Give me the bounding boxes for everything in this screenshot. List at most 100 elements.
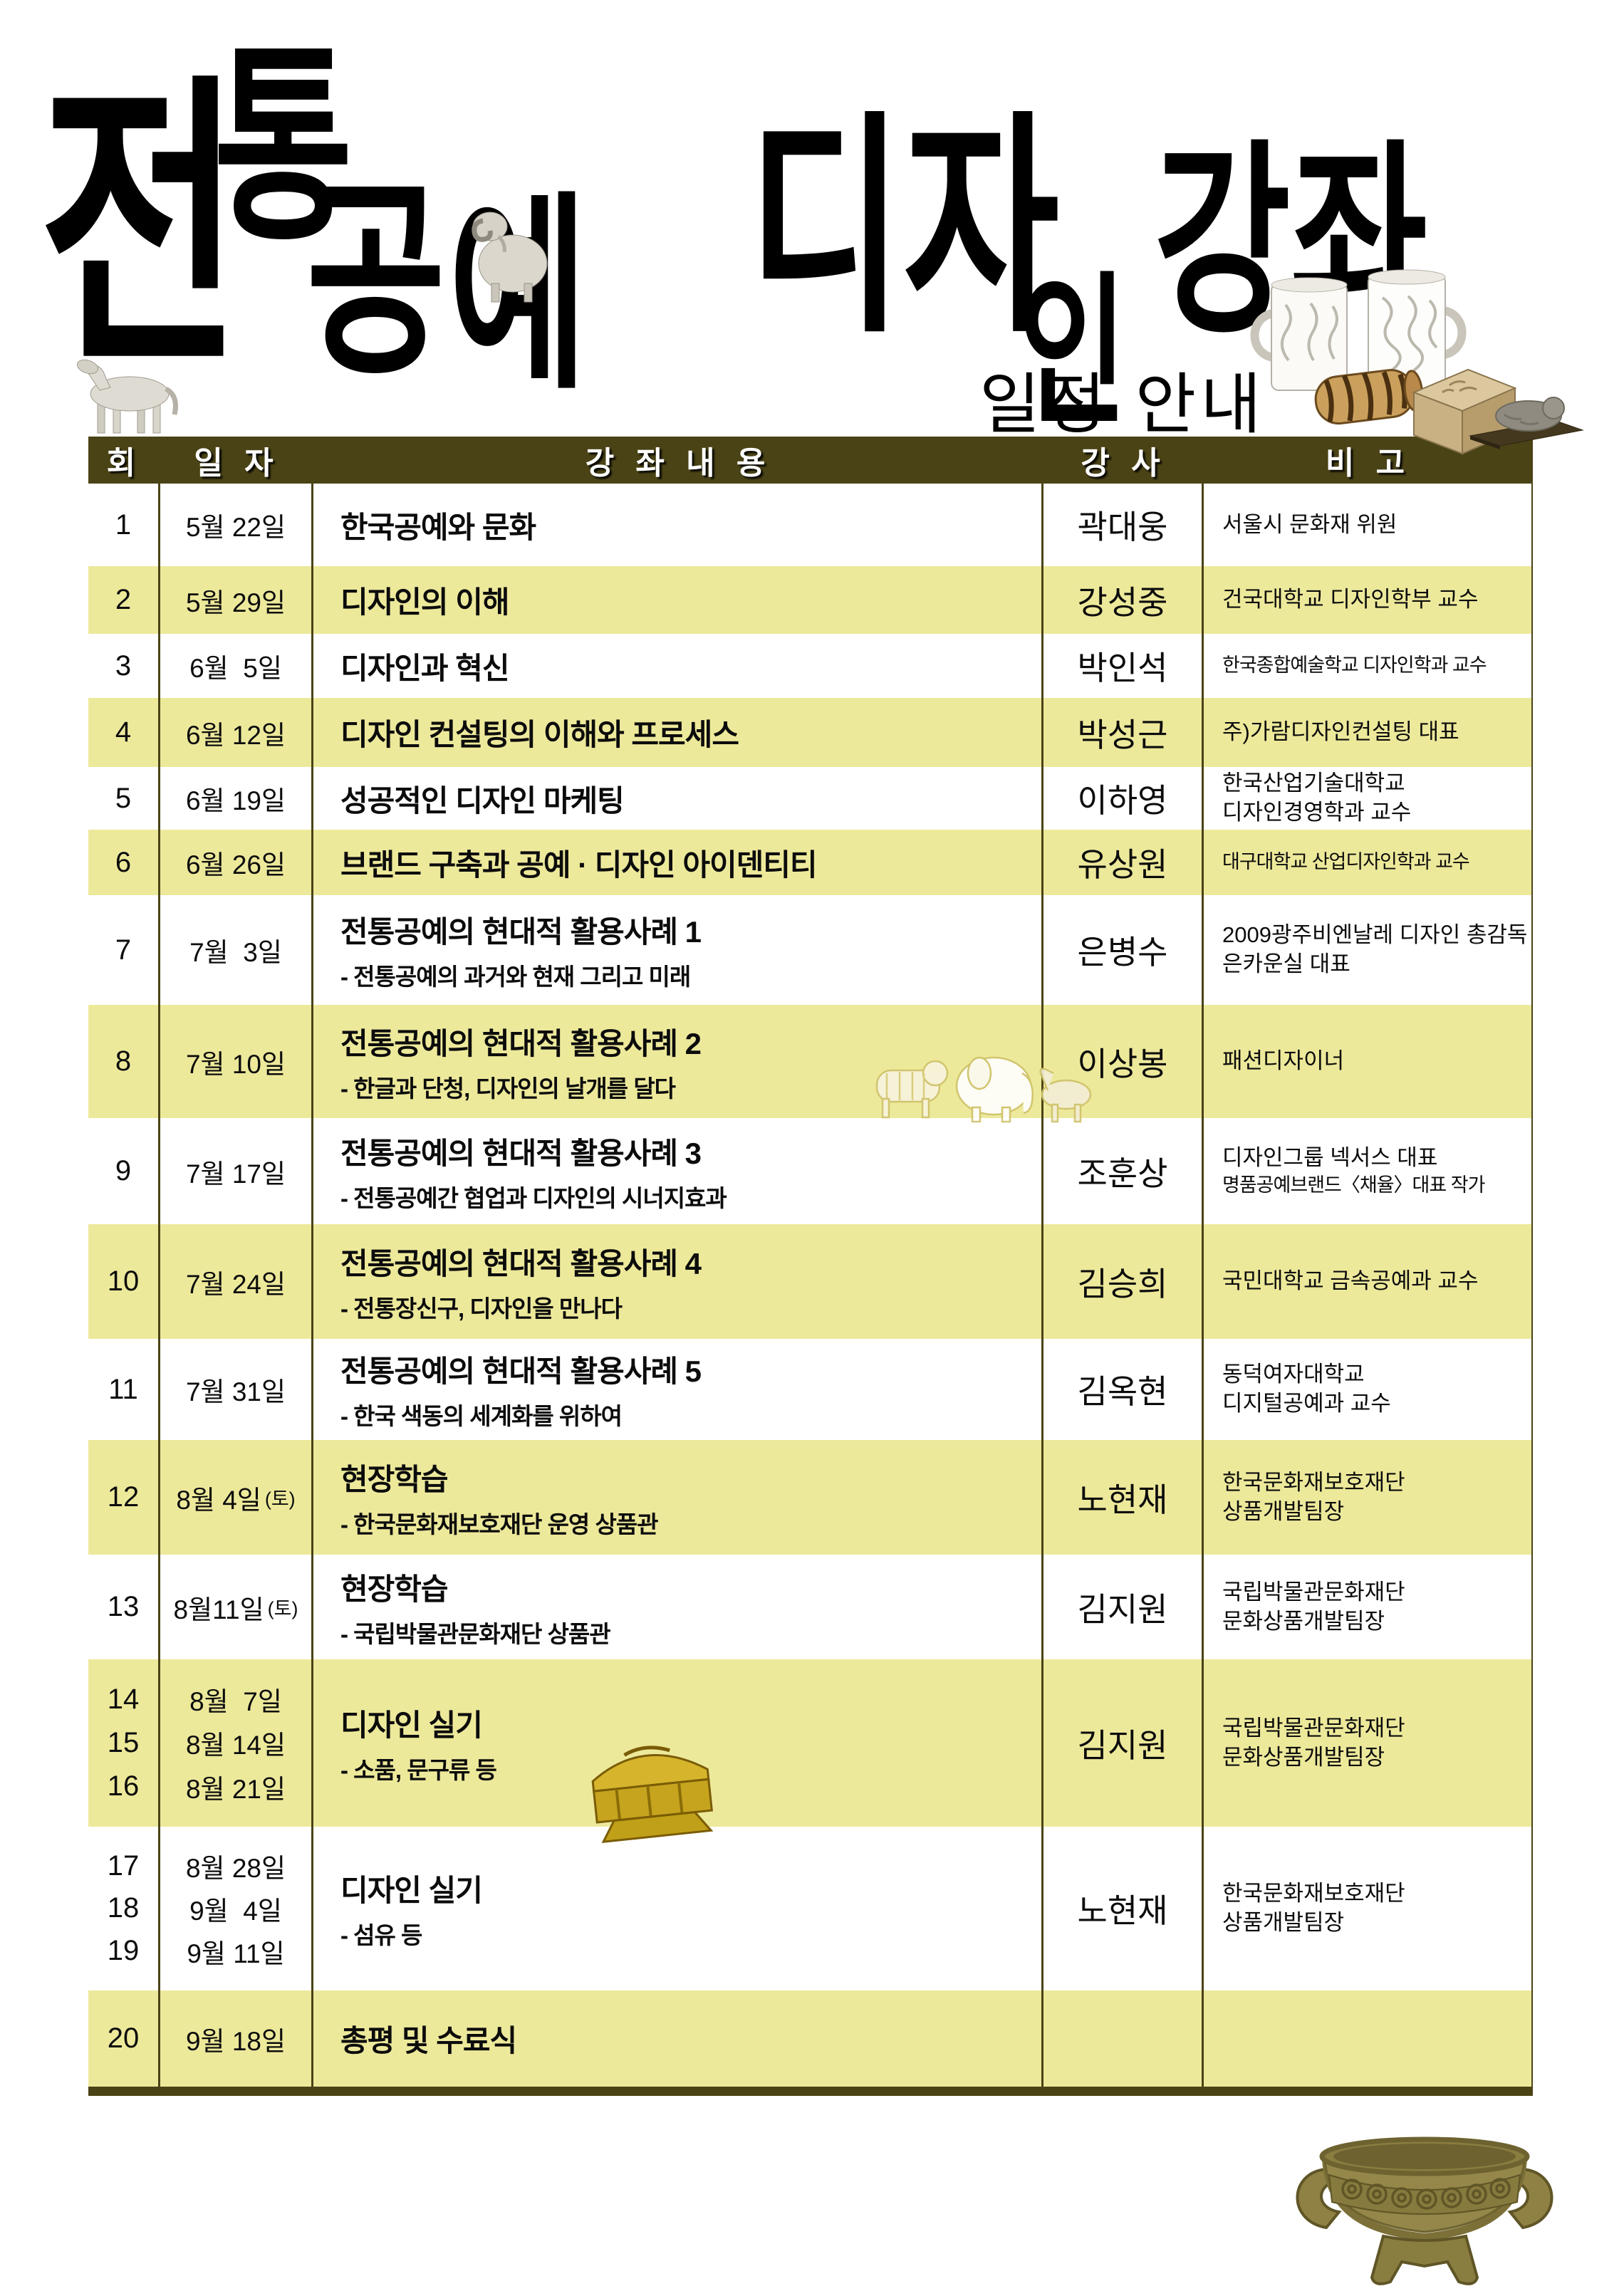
lecture-subtitle: - 전통장신구, 디자인을 만나다 bbox=[340, 1295, 623, 1322]
title-char-gong: 공 bbox=[306, 164, 446, 399]
note-line: 디자인경영학과 교수 bbox=[1222, 800, 1412, 825]
session-date: 7월 3일 bbox=[160, 895, 313, 1005]
table-row-group: 17 18 19 8월 28일 9월 4일 9월 11일 디자인 실기 - 섬유… bbox=[88, 1827, 1533, 1990]
note-line: 대구대학교 산업디자인학과 교수 bbox=[1222, 851, 1470, 873]
session-date: 6월 5일 bbox=[160, 634, 313, 698]
note-line: 패션디자이너 bbox=[1222, 1048, 1345, 1074]
instructor-name: 김지원 bbox=[1043, 1555, 1204, 1659]
lecture-subtitle: - 한국 색동의 세계화를 위하여 bbox=[340, 1403, 623, 1429]
saturday-marker: (토) bbox=[264, 1488, 296, 1510]
table-row: 7 7월 3일 전통공예의 현대적 활용사례 1 - 전통공예의 과거와 현재 … bbox=[88, 895, 1533, 1005]
session-date: 6월 12일 bbox=[160, 698, 313, 767]
title-char-jeon: 전 bbox=[39, 57, 242, 399]
instructor-name: 김옥현 bbox=[1043, 1339, 1204, 1440]
session-number: 14 bbox=[107, 1683, 140, 1715]
lecture-subtitle: - 전통공예의 과거와 현재 그리고 미래 bbox=[340, 964, 691, 990]
lecture-title: 전통공예의 현대적 활용사례 4 bbox=[340, 1246, 702, 1280]
session-number: 5 bbox=[88, 767, 160, 830]
header-instructor: 강 사 bbox=[1081, 446, 1167, 481]
session-date: 8월 21일 bbox=[185, 1774, 286, 1804]
lecture-title: 디자인과 혁신 bbox=[340, 651, 510, 685]
header-note: 비 고 bbox=[1325, 446, 1412, 481]
schedule-subtitle: 일정 안내 bbox=[979, 366, 1266, 443]
lecture-title: 디자인 실기 bbox=[340, 1708, 483, 1742]
lecture-subtitle: - 국립박물관문화재단 상품관 bbox=[340, 1620, 611, 1647]
session-number: 15 bbox=[107, 1726, 140, 1758]
title-char-in: 인 bbox=[1019, 261, 1128, 444]
session-date: 9월 11일 bbox=[187, 1938, 285, 1968]
note-line: 한국문화재보호재단 bbox=[1222, 1469, 1405, 1495]
table-row: 10 7월 24일 전통공예의 현대적 활용사례 4 - 전통장신구, 디자인을… bbox=[88, 1224, 1533, 1339]
instructor-name: 이하영 bbox=[1043, 767, 1204, 830]
table-row: 11 7월 31일 전통공예의 현대적 활용사례 5 - 한국 색동의 세계화를… bbox=[88, 1339, 1533, 1440]
session-date: 8월 4일 (토) bbox=[160, 1440, 313, 1555]
session-number: 1 bbox=[88, 484, 160, 566]
session-number: 6 bbox=[88, 830, 160, 895]
horse-figurine-image bbox=[76, 359, 178, 434]
lecture-subtitle: - 한글과 단청, 디자인의 날개를 달다 bbox=[340, 1075, 676, 1102]
mugs-image bbox=[1250, 269, 1467, 391]
note-line: 주)가람디자인컨설팅 대표 bbox=[1222, 719, 1459, 745]
session-date: 7월 31일 bbox=[160, 1339, 313, 1440]
note-line: 디자인그룹 넥서스 대표 bbox=[1222, 1145, 1438, 1171]
note-line: 건국대학교 디자인학부 교수 bbox=[1222, 587, 1479, 612]
lecture-title: 한국공예와 문화 bbox=[340, 510, 536, 544]
title-char-ye: 예 bbox=[449, 178, 588, 413]
session-date: 6월 26일 bbox=[160, 830, 313, 895]
table-row-group: 14 15 16 8월 7일 8월 14일 8월 21일 디자인 실기 - 소품… bbox=[88, 1659, 1533, 1827]
title-char-tong: 통 bbox=[214, 30, 353, 265]
session-date: 9월 4일 bbox=[189, 1896, 282, 1926]
header-content: 강 좌 내 용 bbox=[585, 446, 772, 481]
lecture-title: 총평 및 수료식 bbox=[340, 2024, 517, 2057]
instructor-name: 강성중 bbox=[1043, 566, 1204, 634]
table-row: 20 9월 18일 총평 및 수료식 bbox=[88, 1990, 1533, 2087]
table-bottom-border bbox=[88, 2087, 1533, 2096]
table-header-row: 회 일 자 강 좌 내 용 강 사 비 고 bbox=[88, 437, 1533, 484]
session-number: 19 bbox=[107, 1935, 140, 1967]
table-row: 8 7월 10일 전통공예의 현대적 활용사례 2 - 한글과 단청, 디자인의… bbox=[88, 1005, 1533, 1118]
ghost-figurines-image bbox=[875, 1056, 1092, 1123]
lecture-subtitle: - 섬유 등 bbox=[340, 1922, 422, 1948]
ram-figurine-image bbox=[472, 212, 548, 303]
lecture-title: 현장학습 bbox=[340, 1572, 449, 1606]
note-line: 디지털공예과 교수 bbox=[1222, 1391, 1391, 1416]
session-number: 12 bbox=[88, 1440, 160, 1555]
instructor-name: 곽대웅 bbox=[1043, 484, 1204, 566]
session-number: 18 bbox=[107, 1892, 140, 1924]
session-number: 13 bbox=[88, 1555, 160, 1659]
session-number: 7 bbox=[88, 895, 160, 1005]
instructor-name: 박성근 bbox=[1043, 698, 1204, 767]
note-line: 문화상품개발팀장 bbox=[1222, 1744, 1385, 1770]
session-number: 4 bbox=[88, 698, 160, 767]
instructor-name: 이상봉 bbox=[1043, 1005, 1204, 1118]
lecture-title: 전통공예의 현대적 활용사례 1 bbox=[340, 915, 702, 949]
note-line: 상품개발팀장 bbox=[1222, 1910, 1345, 1935]
table-row: 1 5월 22일 한국공예와 문화 곽대웅 서울시 문화재 위원 bbox=[88, 484, 1533, 566]
lecture-title: 디자인 컨설팅의 이해와 프로세스 bbox=[340, 718, 739, 751]
lecture-subtitle: - 소품, 문구류 등 bbox=[340, 1756, 497, 1783]
instructor-name: 김지원 bbox=[1043, 1659, 1204, 1827]
note-line: 한국문화재보호재단 bbox=[1222, 1881, 1405, 1906]
table-row: 6 6월 26일 브랜드 구축과 공예 · 디자인 아이덴티티 유상원 대구대학… bbox=[88, 830, 1533, 895]
note-line: 은카운실 대표 bbox=[1222, 951, 1350, 976]
instructor-name: 노현재 bbox=[1043, 1440, 1204, 1555]
lecture-subtitle: - 전통공예간 협업과 디자인의 시너지효과 bbox=[340, 1184, 727, 1211]
lecture-title: 디자인의 이해 bbox=[340, 585, 510, 619]
table-row: 12 8월 4일 (토) 현장학습 - 한국문화재보호재단 운영 상품관 노현재… bbox=[88, 1440, 1533, 1555]
lecture-title: 전통공예의 현대적 활용사례 5 bbox=[340, 1355, 702, 1388]
note-line: 서울시 문화재 위원 bbox=[1222, 511, 1397, 537]
session-date: 8월11일 (토) bbox=[160, 1555, 313, 1659]
session-date: 6월 19일 bbox=[160, 767, 313, 830]
session-date: 8월 7일 bbox=[189, 1687, 282, 1717]
note-line: 명품공예브랜드〈채율〉대표 작가 bbox=[1222, 1174, 1485, 1196]
lecture-title: 전통공예의 현대적 활용사례 3 bbox=[340, 1136, 702, 1170]
session-number: 16 bbox=[107, 1770, 140, 1802]
title-char-dija: 디자 bbox=[748, 96, 1060, 359]
instructor-name: 조훈상 bbox=[1043, 1118, 1204, 1224]
session-number: 3 bbox=[88, 634, 160, 698]
stone-animal-image bbox=[1469, 397, 1584, 449]
lecture-subtitle: - 한국문화재보호재단 운영 상품관 bbox=[340, 1510, 659, 1538]
session-date: 9월 18일 bbox=[160, 1990, 313, 2087]
session-date: 8월 14일 bbox=[185, 1731, 286, 1760]
